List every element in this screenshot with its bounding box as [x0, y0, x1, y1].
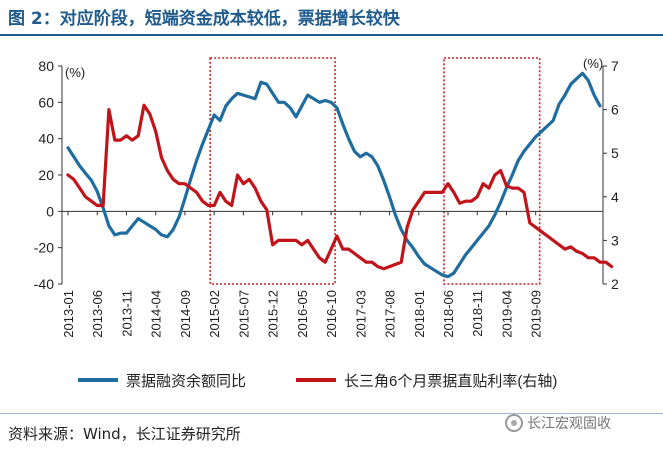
right-tick-label: 7 — [611, 58, 619, 74]
x-tick-label: 2013-11 — [119, 290, 134, 337]
right-tick-label: 3 — [611, 232, 619, 248]
footer-rule — [0, 413, 663, 414]
series-line-bill-financing — [66, 71, 602, 279]
highlight-box-2 — [443, 57, 541, 285]
right-axis-unit: (%) — [583, 56, 603, 71]
x-tick-label: 2015-02 — [207, 290, 222, 338]
x-tick-label: 2014-04 — [149, 290, 164, 338]
left-tick-label: 60 — [38, 94, 54, 110]
series-lines — [66, 71, 614, 279]
x-tick-label: 2018-06 — [441, 290, 456, 338]
wechat-icon — [505, 414, 523, 432]
x-tick-label: 2015-12 — [266, 290, 281, 338]
watermark-text: 长江宏观固收 — [527, 416, 611, 432]
right-tick-label: 4 — [611, 189, 619, 205]
x-tick-label: 2013-06 — [90, 290, 105, 338]
x-tick-label: 2013-01 — [61, 290, 76, 338]
legend-item-discount-rate-label: 长三角6个月票据直贴利率(右轴) — [344, 373, 557, 390]
x-tick-label: 2016-10 — [324, 290, 339, 338]
x-tick-label: 2017-03 — [353, 290, 368, 338]
x-tick-label: 2016-05 — [295, 290, 310, 338]
left-tick-label: -20 — [34, 240, 54, 256]
x-tick-label: 2014-09 — [178, 290, 193, 338]
dual-axis-line-chart: -40 -20 0 20 40 60 80 (%) 2 3 4 5 6 7 (%) 2013-01 2013-0… — [34, 56, 619, 390]
x-tick-label: 2017-08 — [383, 290, 398, 338]
series-line-discount-rate — [66, 103, 614, 271]
left-tick-label: -40 — [34, 276, 54, 292]
left-tick-label: 80 — [38, 58, 54, 74]
x-tick-label: 2015-07 — [236, 290, 251, 338]
watermark: 长江宏观固收 — [505, 413, 611, 433]
axes: -40 -20 0 20 40 60 80 (%) 2 3 4 5 6 7 (%) 2013-01 2013-0… — [34, 56, 619, 338]
legend-item-bill-financing-label: 票据融资余额同比 — [126, 372, 246, 390]
right-tick-label: 6 — [611, 102, 619, 118]
left-axis-unit: (%) — [65, 65, 85, 80]
x-tick-label: 2019-09 — [529, 290, 544, 338]
left-tick-label: 0 — [46, 203, 54, 219]
x-tick-label: 2018-01 — [412, 290, 427, 338]
left-tick-label: 20 — [38, 167, 54, 183]
x-tick-label: 2018-11 — [470, 290, 485, 337]
left-tick-label: 40 — [38, 131, 54, 147]
right-tick-label: 2 — [611, 276, 619, 292]
highlight-box-1 — [209, 57, 336, 285]
legend: 票据融资余额同比 长三角6个月票据直贴利率(右轴) — [78, 372, 557, 390]
right-tick-label: 5 — [611, 145, 619, 161]
source-note: 资料来源：Wind，长江证券研究所 — [8, 425, 241, 443]
highlight-boxes — [209, 57, 541, 285]
title-rule — [0, 34, 663, 36]
figure-title: 图 2：对应阶段，短端资金成本较低，票据增长较快 — [8, 9, 400, 29]
x-tick-label: 2019-04 — [499, 290, 514, 338]
